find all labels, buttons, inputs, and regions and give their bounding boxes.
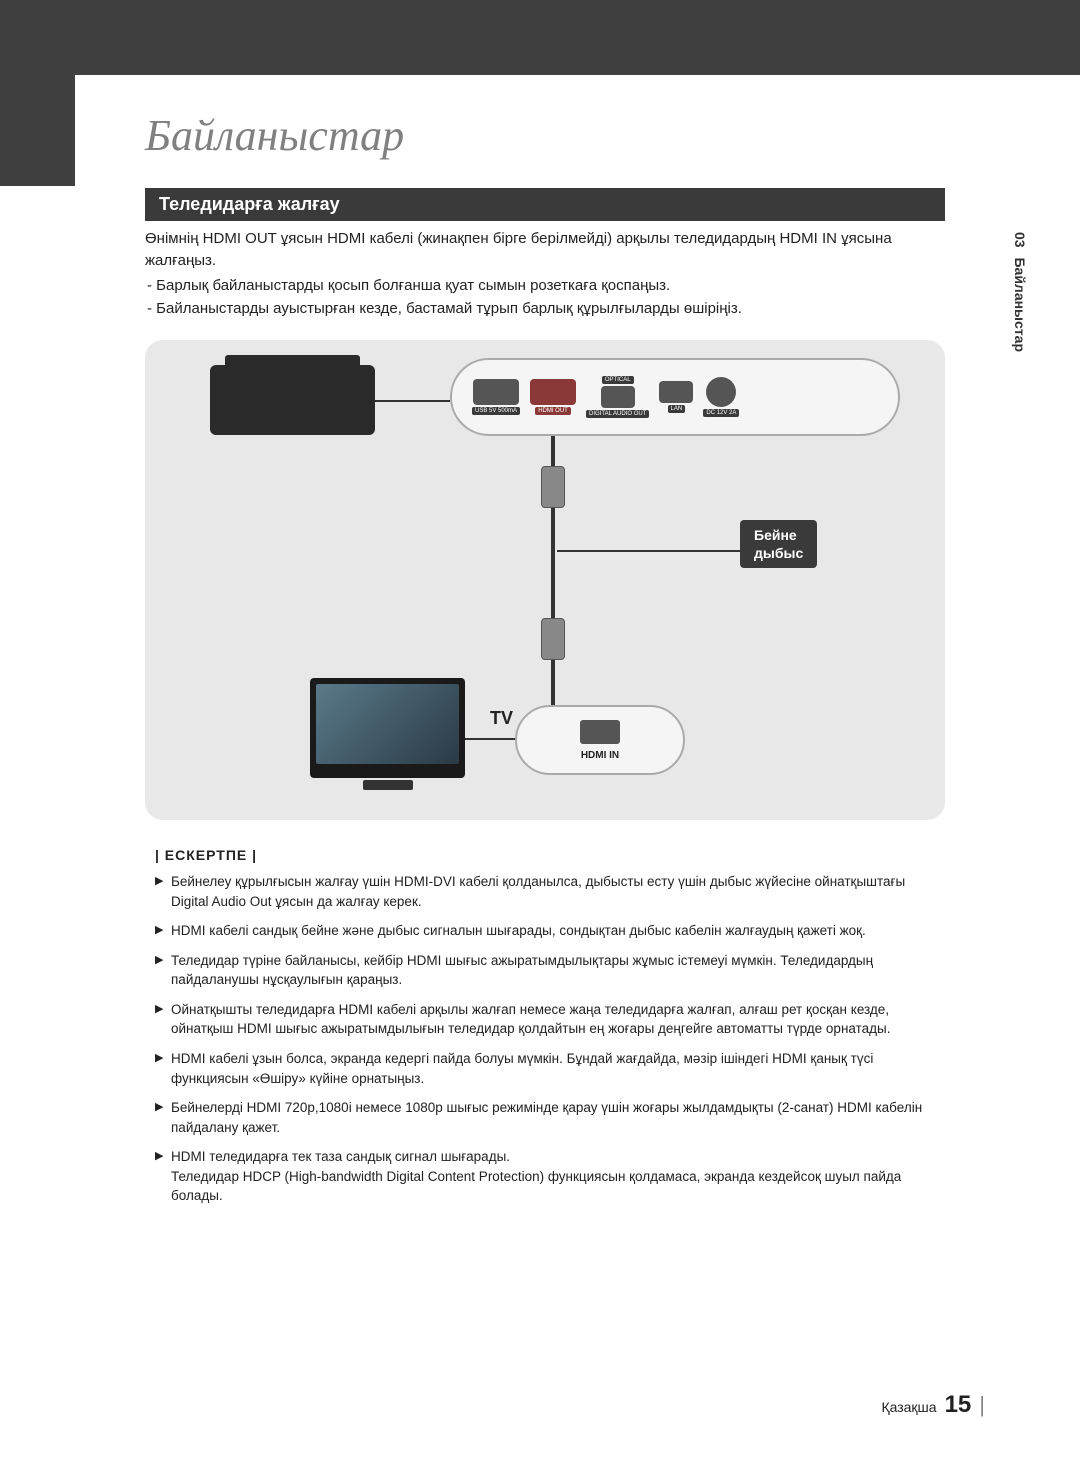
note-item: ▶Ойнатқышты теледидарға HDMI кабелі арқы… — [155, 1000, 945, 1039]
footer-language: Қазақша — [881, 1399, 936, 1415]
callout-line — [465, 738, 515, 740]
note-header: | ЕСКЕРТПЕ | — [155, 847, 257, 863]
note-item: ▶Теледидар түріне байланысы, кейбір HDMI… — [155, 951, 945, 990]
callout-line — [375, 400, 450, 402]
hdmi-cable — [551, 508, 555, 618]
bullet-item: - Байланыстарды ауыстырған кезде, бастам… — [145, 297, 935, 320]
label-leader-line — [557, 550, 740, 552]
tv-rear-panel: HDMI IN — [515, 705, 685, 775]
intro-paragraph: Өнімнің HDMI OUT ұясын HDMI кабелі (жина… — [145, 228, 935, 272]
player-device-icon — [210, 365, 375, 435]
hdmi-connector-icon — [541, 618, 565, 660]
hdmi-connector-icon — [541, 466, 565, 508]
bullet-item: - Барлық байланыстарды қосып болғанша қу… — [145, 274, 935, 297]
page-title: Байланыстар — [145, 110, 404, 161]
port-hdmi-out: HDMI OUT — [530, 379, 576, 415]
top-dark-band — [0, 0, 1080, 75]
note-item: ▶Бейнелерді HDMI 720p,1080i немесе 1080p… — [155, 1098, 945, 1137]
tv-label: TV — [490, 708, 513, 729]
side-chapter-tab: 03 Байланыстар — [1012, 232, 1028, 352]
port-digital-audio: OPTICAL DIGITAL AUDIO OUT — [586, 376, 649, 418]
tv-icon: TV — [310, 678, 465, 778]
hdmi-in-label: HDMI IN — [581, 750, 619, 761]
note-item: ▶HDMI теледидарға тек таза сандық сигнал… — [155, 1147, 945, 1206]
port-lan: LAN — [659, 381, 693, 413]
hdmi-cable — [551, 660, 555, 708]
port-dc: DC 12V 2A — [703, 377, 739, 417]
footer-divider: | — [979, 1392, 985, 1418]
connection-diagram: USB 5V 500mA HDMI OUT OPTICAL DIGITAL AU… — [145, 340, 945, 820]
hdmi-cable — [551, 436, 555, 466]
notes-list: ▶Бейнелеу құрылғысын жалғау үшін HDMI-DV… — [155, 872, 945, 1216]
intro-bullets: - Барлық байланыстарды қосып болғанша қу… — [145, 274, 935, 321]
page-number: 15 — [945, 1391, 972, 1419]
port-usb: USB 5V 500mA — [472, 379, 520, 415]
video-audio-label: Бейне дыбыс — [740, 520, 817, 568]
note-item: ▶HDMI кабелі сандық бейне және дыбыс сиг… — [155, 921, 945, 941]
note-item: ▶Бейнелеу құрылғысын жалғау үшін HDMI-DV… — [155, 872, 945, 911]
note-item: ▶HDMI кабелі ұзын болса, экранда кедергі… — [155, 1049, 945, 1088]
port-hdmi-in — [580, 720, 620, 744]
left-dark-band — [0, 0, 75, 186]
rear-panel: USB 5V 500mA HDMI OUT OPTICAL DIGITAL AU… — [450, 358, 900, 436]
page-footer: Қазақша 15 | — [881, 1391, 985, 1419]
section-header: Теледидарға жалғау — [145, 188, 945, 221]
